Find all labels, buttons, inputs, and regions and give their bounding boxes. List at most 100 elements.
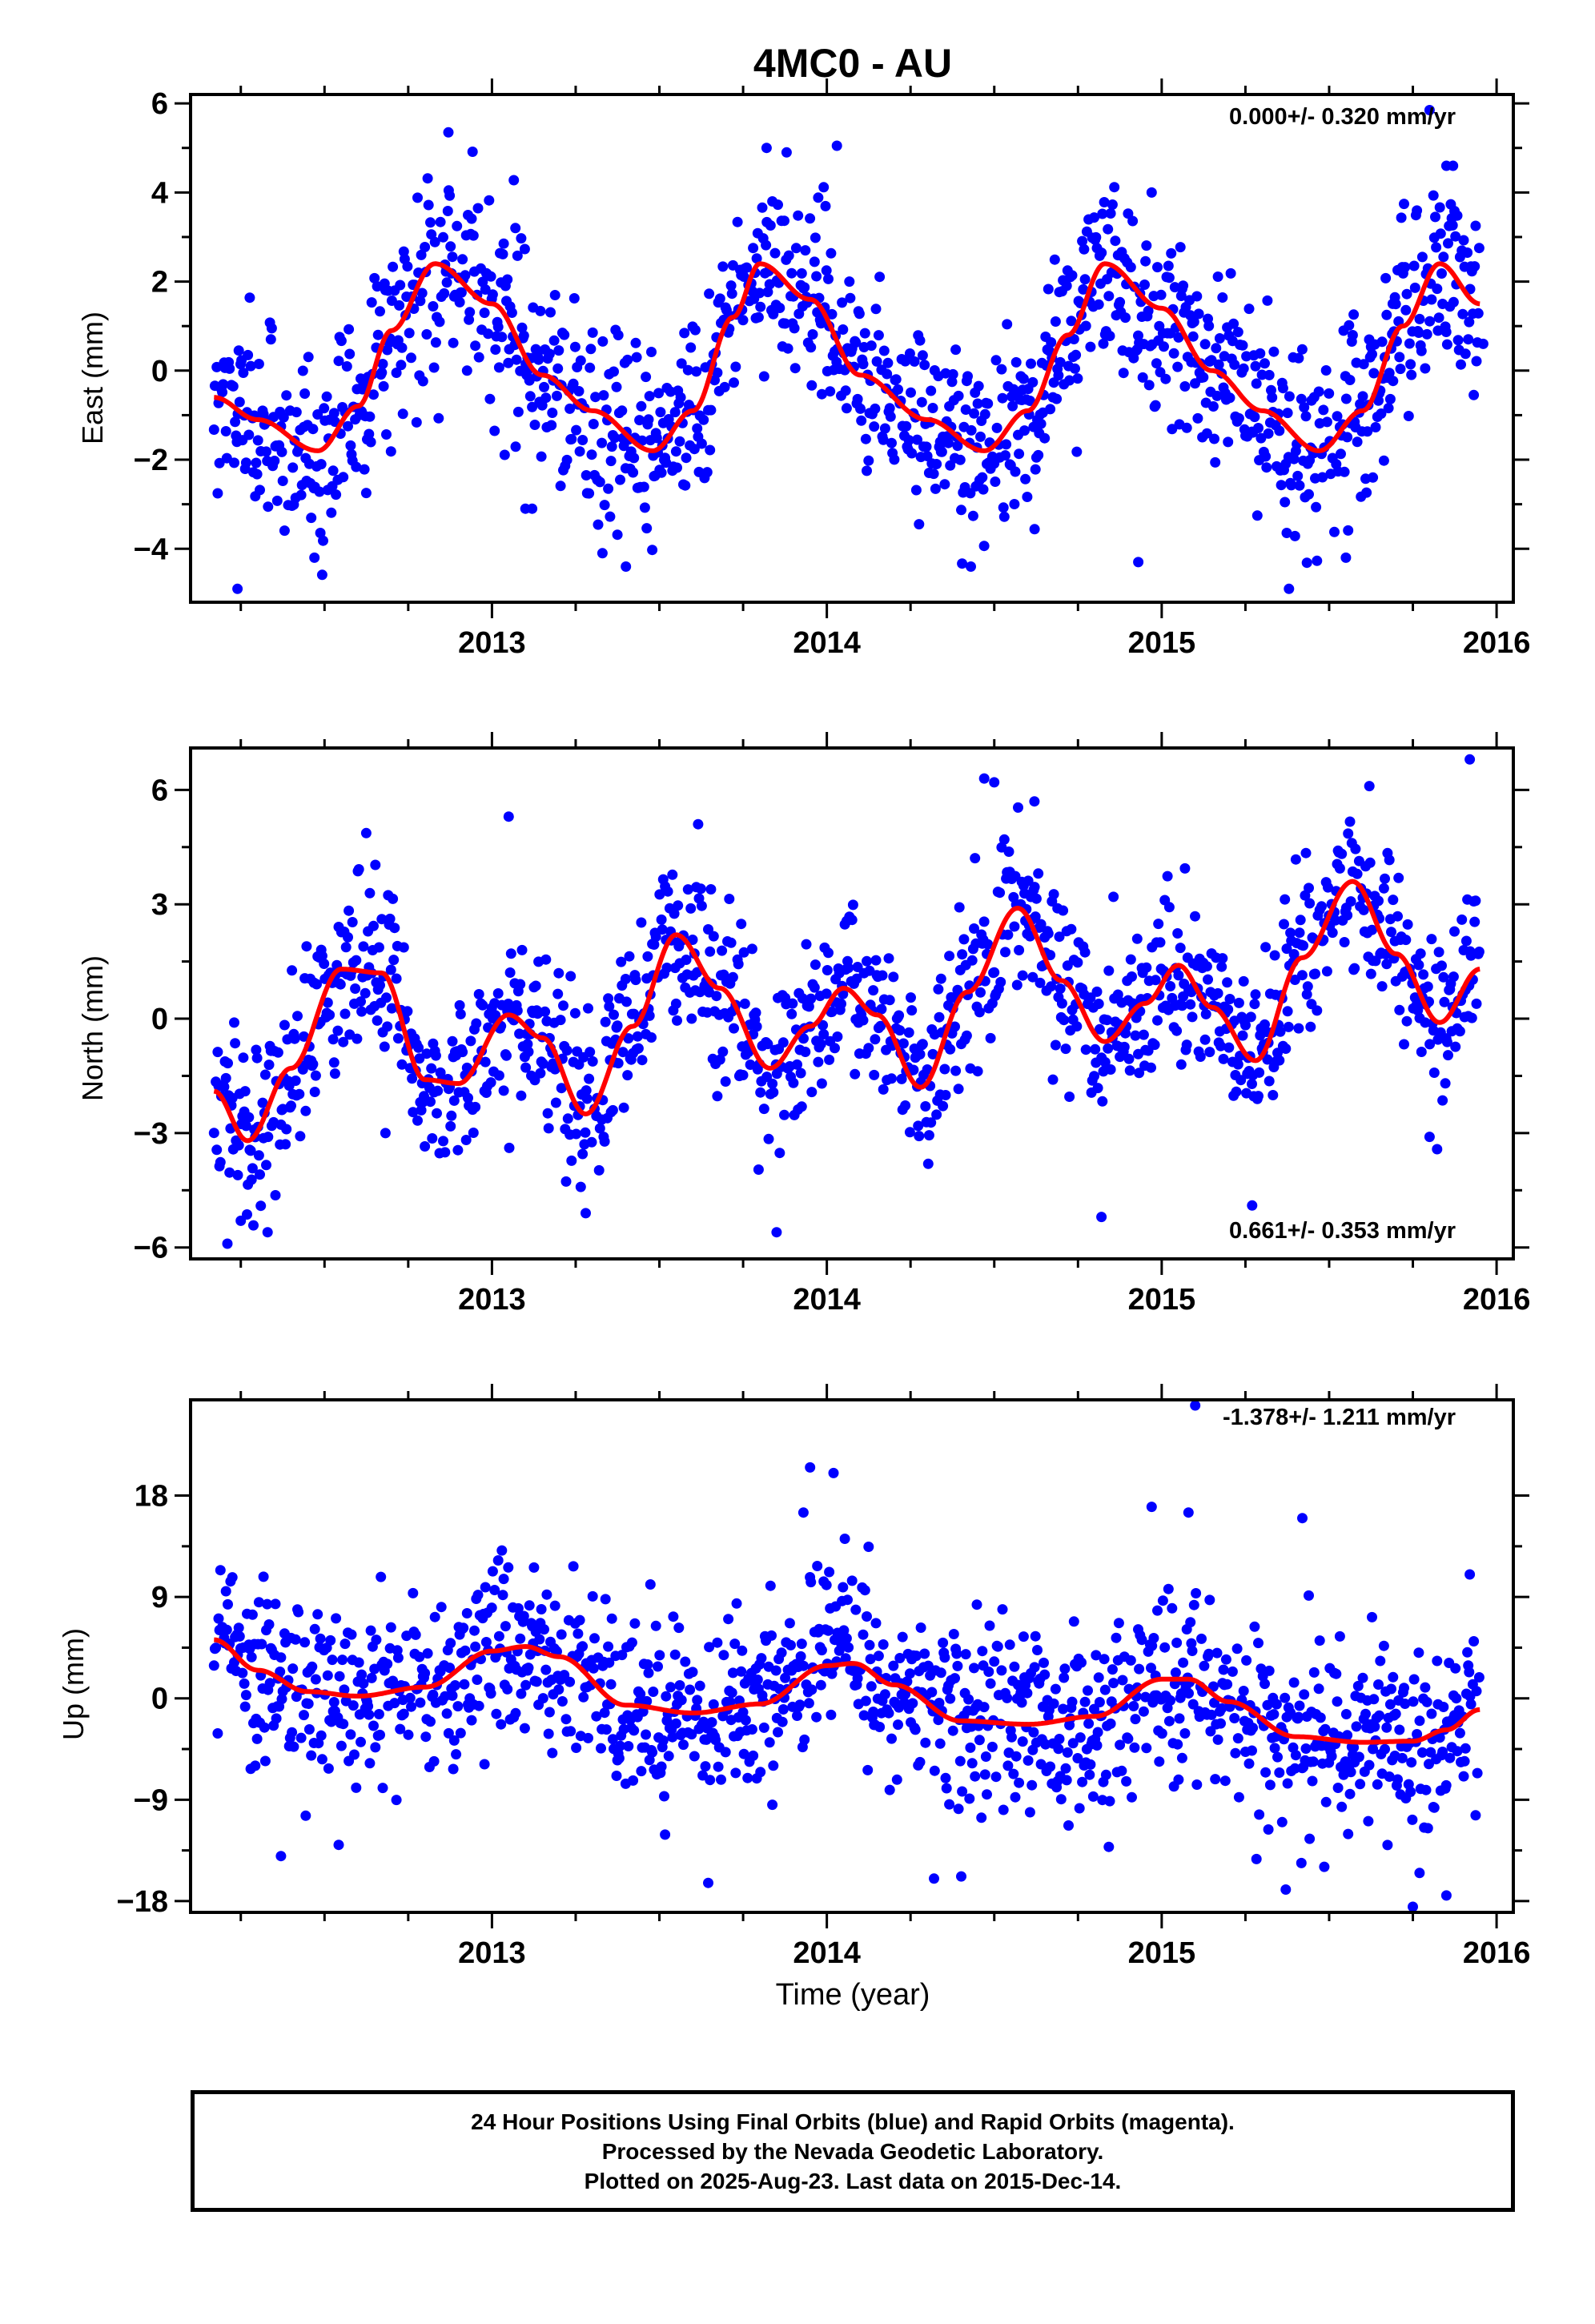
data-point — [1253, 1091, 1264, 1102]
data-point — [593, 1164, 605, 1176]
data-point — [919, 1648, 930, 1659]
data-point — [333, 356, 344, 367]
data-point — [470, 340, 481, 352]
data-point — [953, 390, 964, 401]
data-point — [1444, 1752, 1456, 1763]
data-point — [719, 381, 730, 392]
data-point — [316, 951, 327, 962]
data-point — [1384, 1699, 1396, 1710]
data-point — [1059, 1672, 1070, 1683]
data-point — [738, 947, 749, 958]
data-point — [1298, 940, 1309, 951]
data-point — [850, 1068, 861, 1080]
data-point — [552, 988, 564, 999]
data-point — [926, 1117, 937, 1128]
data-point — [1172, 1739, 1183, 1750]
data-point — [806, 1087, 818, 1098]
data-point — [1039, 1669, 1051, 1680]
data-point — [375, 1729, 385, 1740]
data-point — [227, 1572, 238, 1583]
data-point — [1022, 875, 1034, 887]
data-point — [1384, 854, 1395, 866]
data-point — [311, 979, 322, 990]
data-point — [1024, 396, 1035, 406]
data-point — [247, 1163, 258, 1174]
data-point — [486, 1602, 497, 1614]
data-point — [1143, 380, 1155, 391]
data-point — [416, 1104, 427, 1116]
data-point — [583, 1732, 593, 1743]
data-point — [787, 998, 798, 1009]
data-point — [656, 914, 667, 925]
data-point — [1344, 816, 1356, 827]
data-point — [798, 1033, 809, 1044]
data-point — [740, 1715, 751, 1726]
data-point — [1175, 242, 1186, 253]
data-point — [863, 1542, 874, 1552]
data-point — [253, 1150, 264, 1161]
outlier-point — [275, 1851, 287, 1862]
data-point — [596, 1743, 606, 1754]
data-point — [1050, 1683, 1061, 1695]
data-point — [565, 971, 577, 982]
data-point — [382, 1021, 393, 1032]
data-point — [1465, 1699, 1476, 1710]
data-point — [997, 1604, 1008, 1615]
data-point — [1018, 1631, 1029, 1642]
data-point — [879, 423, 890, 434]
data-point — [632, 1031, 643, 1042]
data-point — [910, 1651, 922, 1662]
data-point — [531, 1676, 542, 1687]
data-point — [1263, 1824, 1274, 1835]
data-point — [1163, 902, 1175, 913]
data-point — [840, 1653, 851, 1664]
data-point — [1343, 1828, 1354, 1839]
data-point — [251, 1733, 263, 1744]
data-point — [1031, 893, 1042, 904]
data-point — [445, 1120, 456, 1132]
data-point — [332, 1025, 344, 1036]
data-point — [356, 1669, 368, 1680]
data-point — [789, 363, 801, 374]
data-point — [769, 247, 781, 259]
data-point — [803, 1698, 814, 1709]
data-point — [1394, 1724, 1405, 1735]
data-point — [1384, 393, 1396, 404]
data-point — [503, 1562, 514, 1573]
data-point — [1253, 1638, 1264, 1649]
data-point — [309, 1087, 320, 1097]
data-point — [870, 1618, 882, 1629]
data-point — [364, 887, 376, 899]
data-point — [917, 1039, 928, 1050]
data-point — [1413, 328, 1424, 338]
data-point — [1116, 1765, 1127, 1776]
data-point — [1464, 316, 1475, 328]
data-point — [1131, 933, 1143, 944]
data-point — [813, 1056, 824, 1068]
data-point — [883, 1707, 894, 1719]
data-point — [1129, 1742, 1140, 1753]
data-point — [1027, 971, 1039, 983]
data-point — [774, 1148, 785, 1159]
data-point — [807, 329, 818, 340]
data-point — [343, 931, 353, 943]
data-point — [588, 419, 599, 429]
data-point — [1469, 261, 1480, 272]
data-point — [1342, 432, 1353, 443]
data-point — [514, 1028, 525, 1039]
data-point — [628, 1775, 639, 1786]
data-point — [1093, 299, 1104, 310]
data-point — [1240, 1019, 1251, 1031]
data-point — [673, 900, 684, 911]
data-point — [1061, 280, 1072, 292]
data-point — [389, 1698, 400, 1709]
data-point — [473, 352, 484, 363]
data-point — [900, 356, 911, 367]
data-point — [397, 408, 408, 420]
data-point — [869, 421, 880, 432]
data-point — [1274, 1767, 1285, 1778]
data-point — [360, 488, 372, 499]
north-fit-curve — [213, 879, 1481, 1144]
data-point — [1211, 390, 1223, 401]
data-point — [1304, 489, 1314, 500]
